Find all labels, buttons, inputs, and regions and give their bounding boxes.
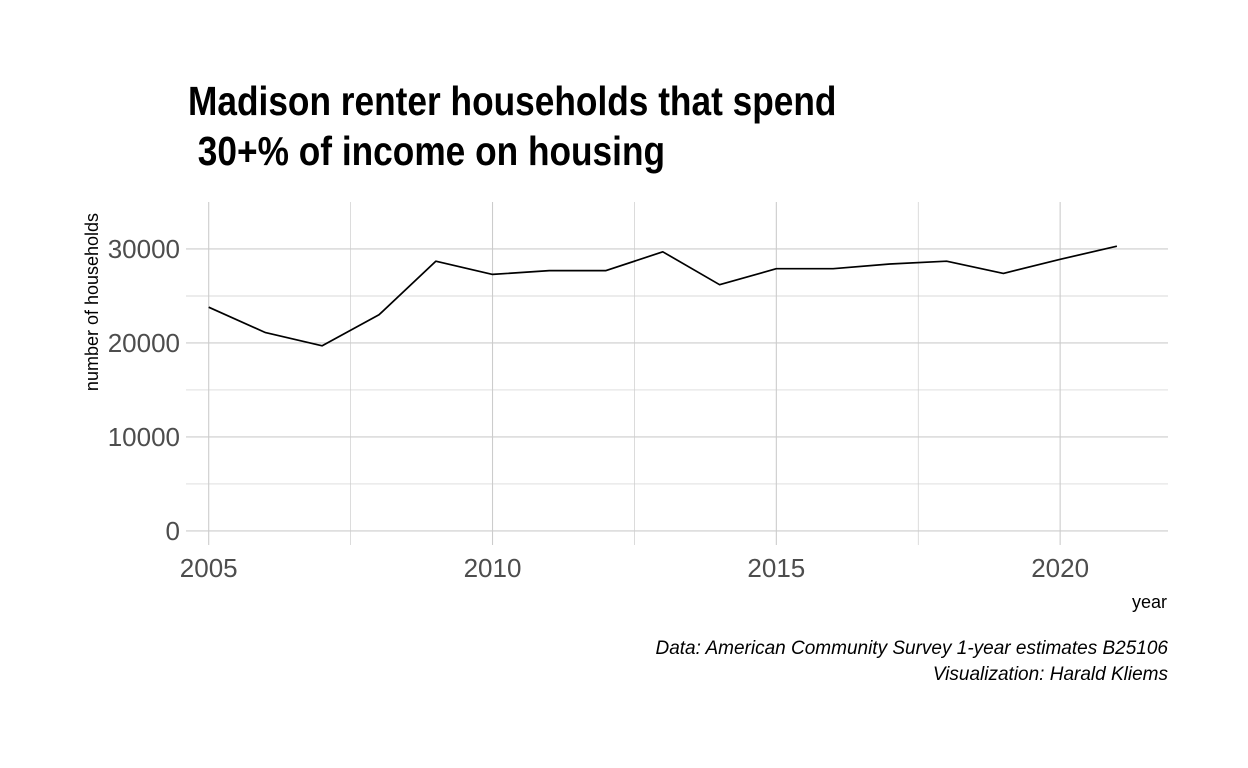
x-axis-title: year xyxy=(1132,592,1167,612)
series-line-0 xyxy=(208,245,1118,347)
caption-source: Data: American Community Survey 1-year e… xyxy=(655,638,1168,659)
caption-credit: Visualization: Harald Kliems xyxy=(932,664,1168,685)
chart-title: Madison renter households that spend 30+… xyxy=(188,78,837,174)
series-lines xyxy=(208,245,1118,347)
x-tick-labels: 2005 2010 2015 2020 xyxy=(180,553,1089,583)
y-tick-label: 0 xyxy=(166,516,180,546)
x-tick-label: 2020 xyxy=(1031,553,1089,583)
y-axis-title: number of households xyxy=(82,213,102,391)
x-tick-label: 2010 xyxy=(464,553,522,583)
y-tick-label: 30000 xyxy=(108,234,180,264)
grid-lines xyxy=(186,202,1168,545)
y-tick-label: 20000 xyxy=(108,328,180,358)
x-tick-label: 2015 xyxy=(747,553,805,583)
y-tick-labels: 0 10000 20000 30000 xyxy=(108,234,180,546)
x-tick-label: 2005 xyxy=(180,553,238,583)
y-tick-label: 10000 xyxy=(108,422,180,452)
